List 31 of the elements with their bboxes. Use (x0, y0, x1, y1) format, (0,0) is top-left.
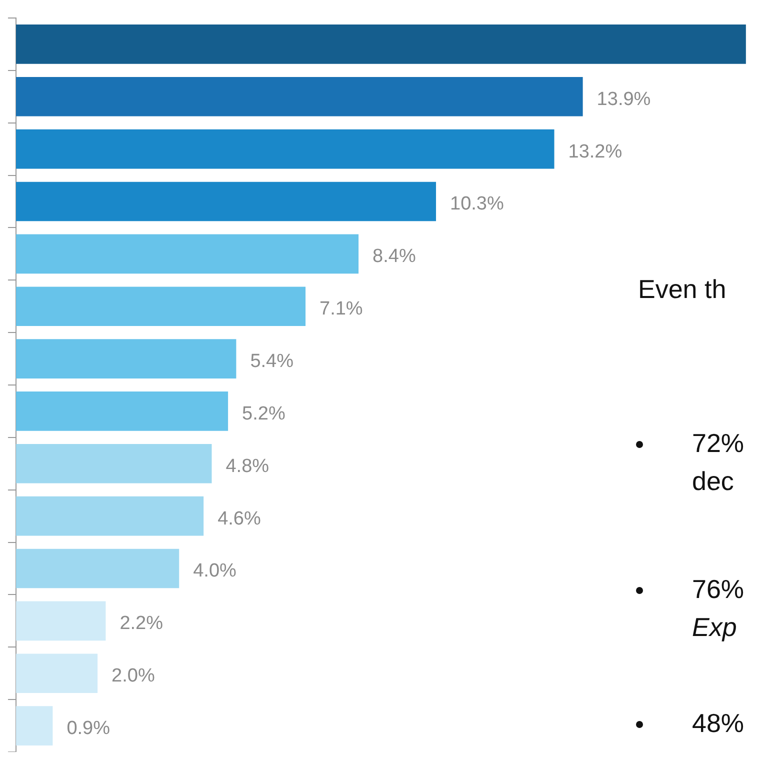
bar (16, 654, 98, 694)
annotation: 72% dec (692, 427, 744, 498)
bar (16, 76, 583, 116)
data-label: 4.0% (193, 560, 237, 582)
bar (16, 444, 212, 484)
data-label: 2.2% (120, 613, 164, 634)
bar (16, 392, 228, 431)
annotation: 48% (692, 707, 744, 740)
bar (16, 286, 306, 326)
annotation: Even th (638, 273, 726, 306)
data-label: 0.9% (66, 718, 110, 740)
bar (16, 24, 746, 64)
bar (16, 706, 53, 746)
data-label: 5.4% (250, 351, 294, 372)
bar (16, 234, 359, 274)
bar (16, 496, 204, 536)
bar (16, 182, 436, 222)
data-label: 13.9% (596, 88, 651, 110)
annotation: 76% Exp (692, 573, 744, 644)
bar (16, 548, 180, 588)
data-label: 5.2% (242, 403, 286, 424)
data-label: 7.1% (320, 298, 363, 320)
data-label: 4.6% (218, 508, 261, 530)
data-label: 2.0% (112, 666, 155, 687)
data-label: 10.3% (450, 194, 504, 215)
bar (16, 339, 236, 378)
data-label: 13.2% (568, 141, 622, 162)
bar (16, 129, 554, 169)
bar (16, 601, 106, 641)
data-label: 8.4% (372, 246, 416, 268)
data-label: 4.8% (226, 456, 270, 477)
